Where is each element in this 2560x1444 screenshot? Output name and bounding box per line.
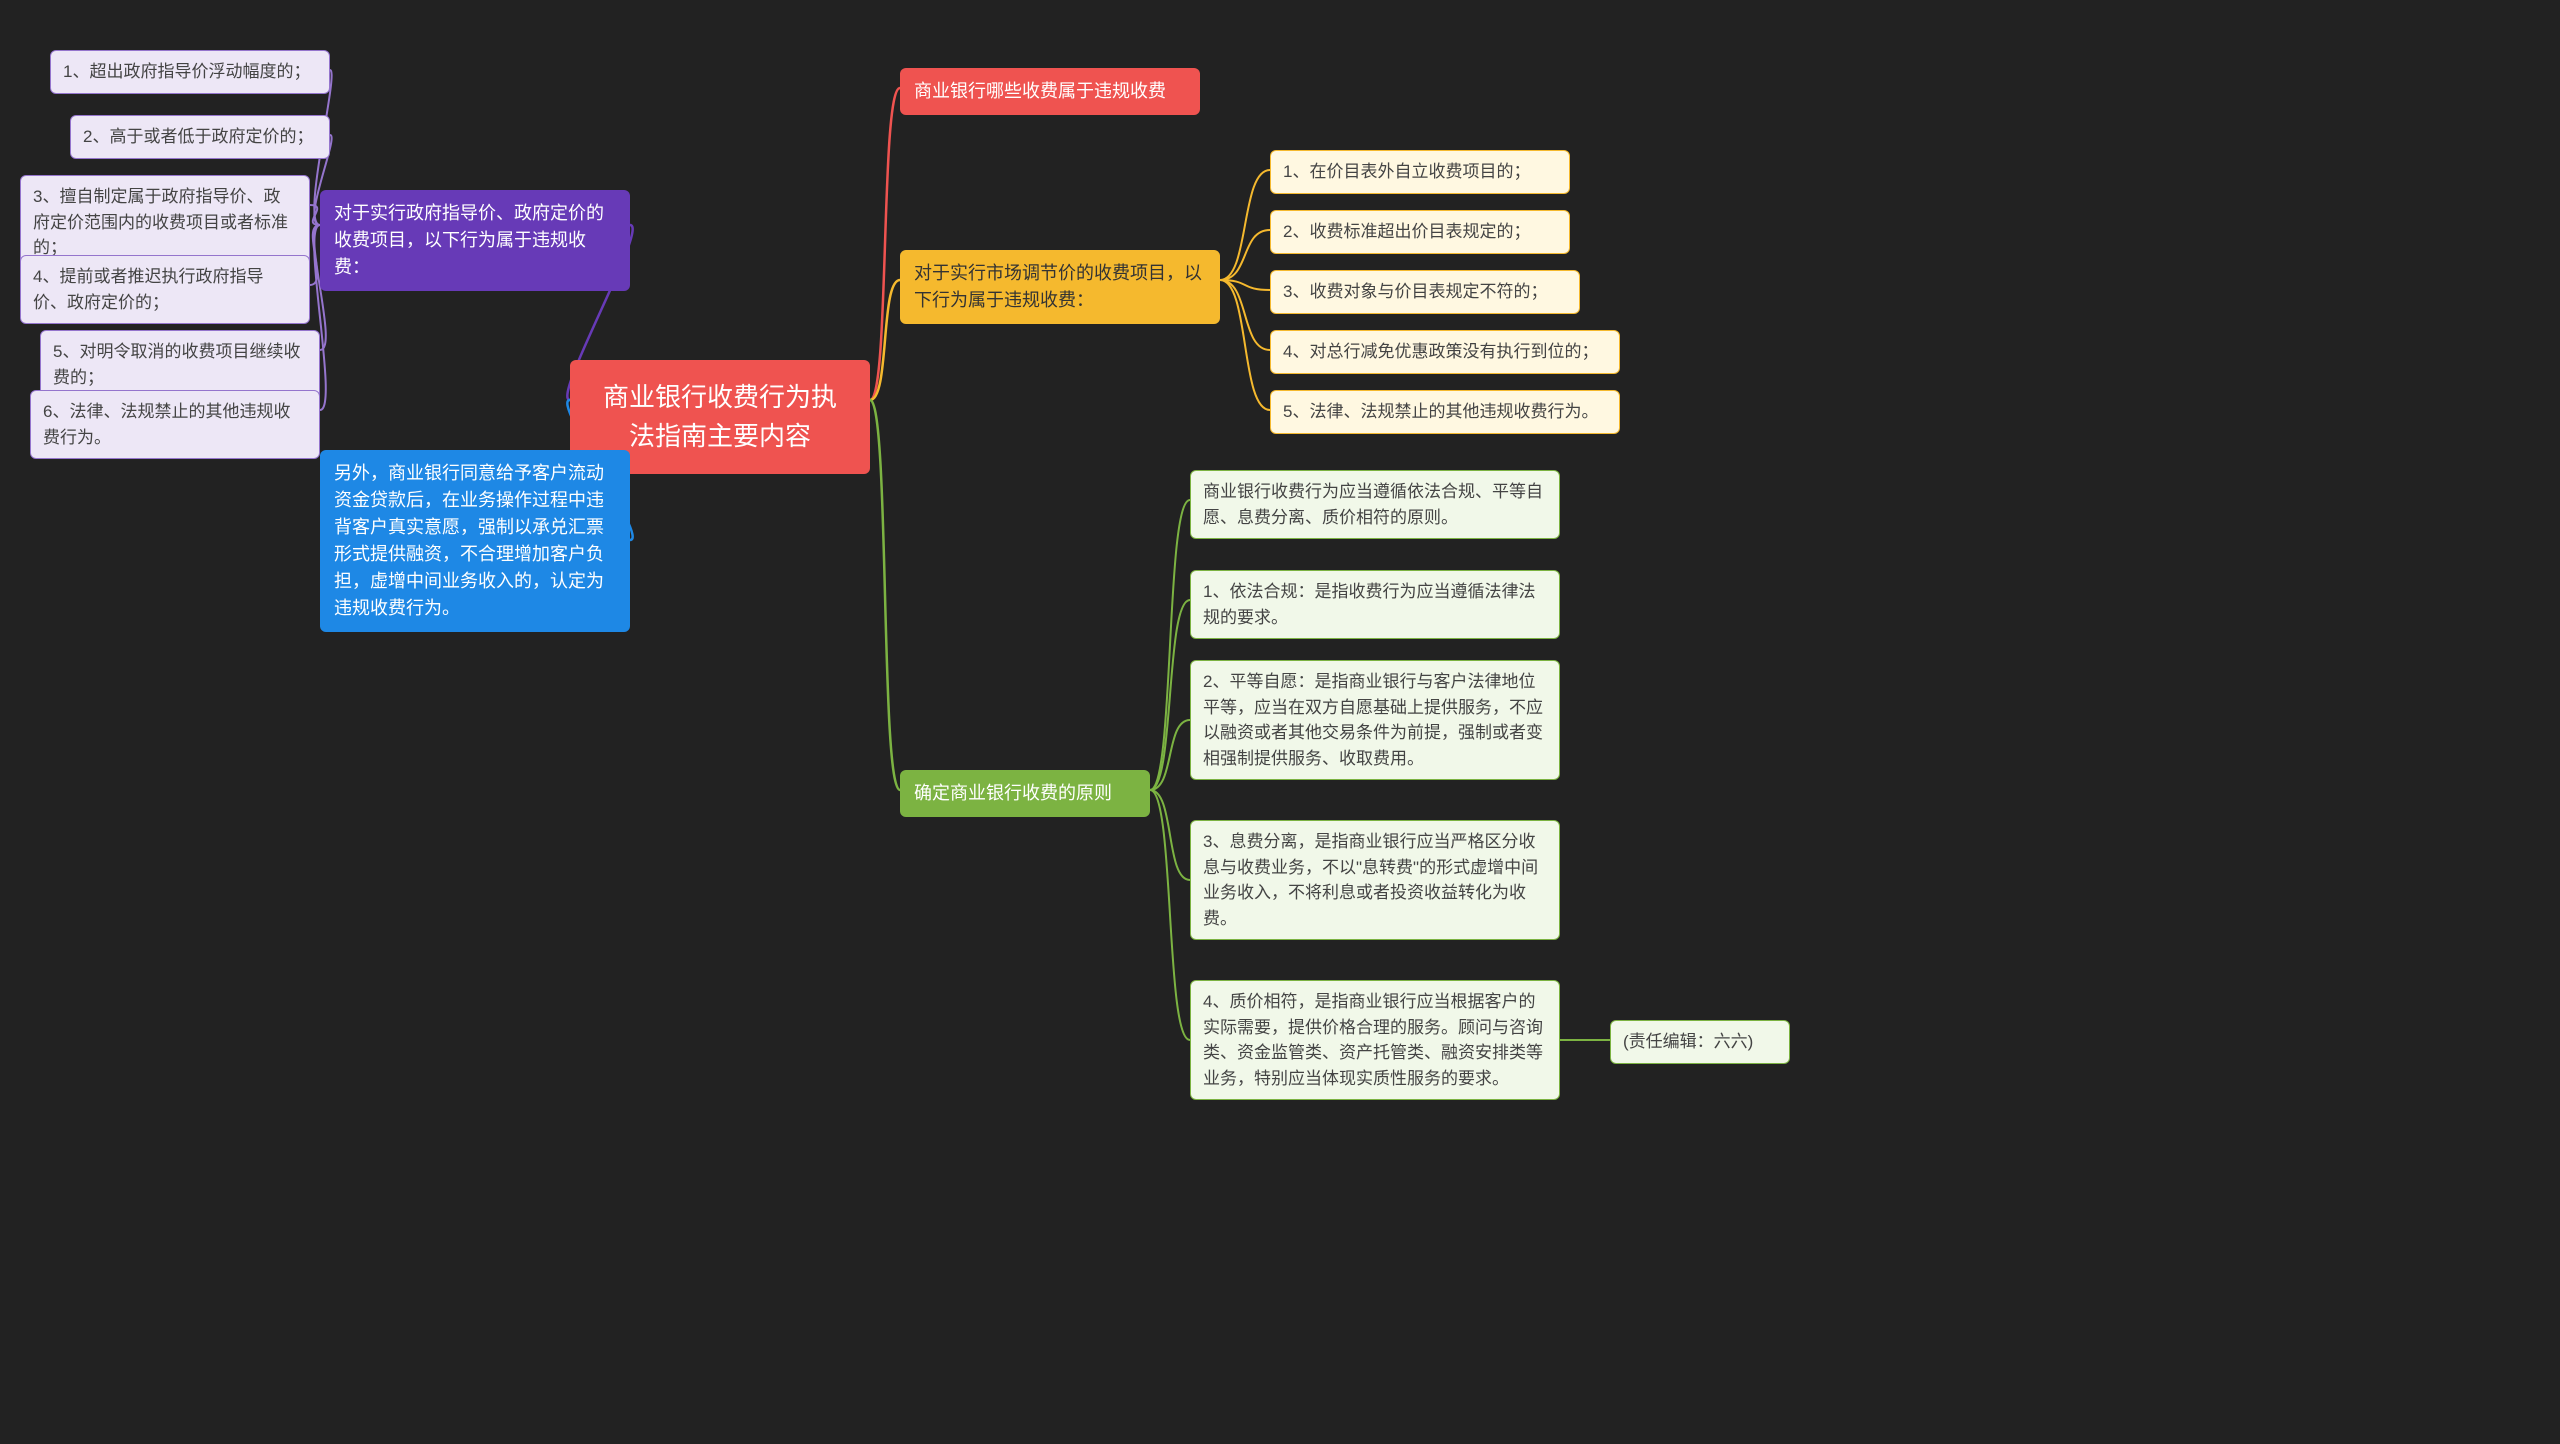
leaf-market-4[interactable]: 4、对总行减免优惠政策没有执行到位的； [1270, 330, 1620, 374]
leaf-gov-4[interactable]: 4、提前或者推迟执行政府指导价、政府定价的； [20, 255, 310, 324]
edge [1220, 280, 1270, 410]
leaf-editor-tail: (责任编辑：六六) [1610, 1020, 1790, 1064]
leaf-market-2[interactable]: 2、收费标准超出价目表规定的； [1270, 210, 1570, 254]
edge [1150, 790, 1190, 880]
leaf-gov-5[interactable]: 5、对明令取消的收费项目继续收费的； [40, 330, 320, 399]
leaf-gov-2[interactable]: 2、高于或者低于政府定价的； [70, 115, 330, 159]
leaf-market-1[interactable]: 1、在价目表外自立收费项目的； [1270, 150, 1570, 194]
branch-extra-note[interactable]: 另外，商业银行同意给予客户流动资金贷款后，在业务操作过程中违背客户真实意愿，强制… [320, 450, 630, 632]
edge [1150, 720, 1190, 790]
leaf-principle-2[interactable]: 2、平等自愿：是指商业银行与客户法律地位平等，应当在双方自愿基础上提供服务，不应… [1190, 660, 1560, 780]
edge [1220, 280, 1270, 290]
branch-gov-price[interactable]: 对于实行政府指导价、政府定价的收费项目，以下行为属于违规收费： [320, 190, 630, 291]
edge [1220, 230, 1270, 280]
edge [310, 225, 320, 285]
leaf-market-5[interactable]: 5、法律、法规禁止的其他违规收费行为。 [1270, 390, 1620, 434]
edge [1150, 500, 1190, 790]
edge [870, 280, 900, 400]
leaf-principle-3[interactable]: 3、息费分离，是指商业银行应当严格区分收息与收费业务，不以"息转费"的形式虚增中… [1190, 820, 1560, 940]
branch-market-price[interactable]: 对于实行市场调节价的收费项目，以下行为属于违规收费： [900, 250, 1220, 324]
edge [1150, 600, 1190, 790]
edge [1150, 790, 1190, 1040]
leaf-principle-0[interactable]: 商业银行收费行为应当遵循依法合规、平等自愿、息费分离、质价相符的原则。 [1190, 470, 1560, 539]
edge [310, 205, 320, 225]
edge [1220, 170, 1270, 280]
leaf-principle-4[interactable]: 4、质价相符，是指商业银行应当根据客户的实际需要，提供价格合理的服务。顾问与咨询… [1190, 980, 1560, 1100]
branch-principles[interactable]: 确定商业银行收费的原则 [900, 770, 1150, 817]
leaf-gov-6[interactable]: 6、法律、法规禁止的其他违规收费行为。 [30, 390, 320, 459]
leaf-gov-1[interactable]: 1、超出政府指导价浮动幅度的； [50, 50, 330, 94]
edge [870, 88, 900, 400]
edge [1220, 280, 1270, 350]
edge [870, 400, 900, 790]
leaf-market-3[interactable]: 3、收费对象与价目表规定不符的； [1270, 270, 1580, 314]
leaf-principle-1[interactable]: 1、依法合规：是指收费行为应当遵循法律法规的要求。 [1190, 570, 1560, 639]
branch-violation-title[interactable]: 商业银行哪些收费属于违规收费 [900, 68, 1200, 115]
